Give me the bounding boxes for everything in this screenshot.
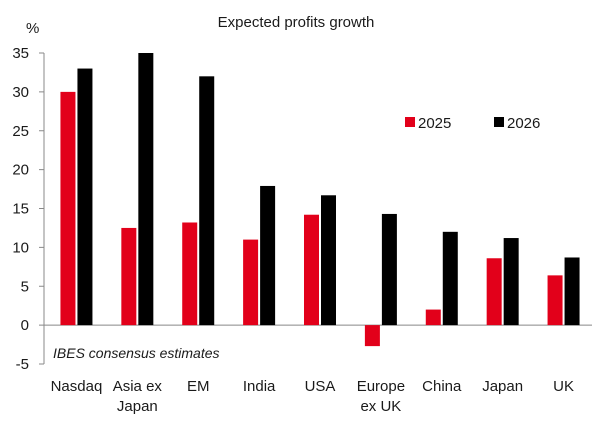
bar-2026-usa [321, 195, 336, 326]
y-tick-label: 30 [12, 84, 29, 101]
x-tick-label: UK [553, 378, 574, 395]
bar-2026-europe-ex-uk [381, 213, 397, 326]
x-tick-label: Nasdaq [51, 378, 103, 395]
bar-2026-india [260, 185, 276, 326]
bar-2025-em [182, 222, 198, 326]
bar-2025-uk [547, 275, 563, 326]
source-note: IBES consensus estimates [53, 345, 220, 361]
x-tick-label: India [243, 378, 276, 395]
x-tick-label: Asia ex [113, 378, 163, 395]
bar-2025-nasdaq [60, 91, 76, 326]
bars [60, 53, 580, 347]
y-tick-label: 20 [12, 162, 29, 179]
bar-2026-em [199, 76, 215, 326]
x-axis: Nasdaq Asia ex Japan EM India USA Europe ex UK C… [51, 378, 574, 415]
legend-swatch-2025 [405, 117, 415, 127]
x-tick-label: China [422, 378, 462, 395]
x-tick-label: ex UK [360, 398, 401, 415]
x-tick-label: Japan [482, 378, 523, 395]
x-tick-label: EM [187, 378, 210, 395]
bar-2026-asia-ex-japan [138, 53, 154, 326]
bar-2025-china [425, 309, 441, 326]
x-tick-label: Europe [357, 378, 405, 395]
y-tick-label: -5 [16, 356, 29, 373]
bar-2026-china [442, 231, 458, 326]
bar-2026-uk [564, 257, 580, 326]
bar-2025-india [243, 239, 259, 326]
legend-label-2026: 2026 [507, 115, 540, 132]
x-tick-label: USA [305, 378, 336, 395]
y-tick-label: 10 [12, 239, 29, 256]
legend-swatch-2026 [494, 117, 504, 127]
bar-2026-japan [503, 238, 519, 326]
bar-2025-europe-ex-uk [364, 325, 380, 347]
x-tick-label: Japan [117, 398, 158, 415]
y-tick-label: 0 [21, 317, 29, 334]
legend: 2025 2026 [405, 115, 540, 132]
y-tick-label: 35 [12, 45, 29, 62]
bar-2025-japan [486, 258, 502, 326]
bar-2025-usa [304, 214, 319, 326]
y-tick-label: 15 [12, 201, 29, 218]
y-axis-unit: % [26, 20, 39, 37]
bar-2025-asia-ex-japan [121, 227, 137, 326]
bar-2026-nasdaq [77, 68, 93, 326]
y-tick-label: 25 [12, 123, 29, 140]
y-axis: -5 0 5 10 15 20 25 30 35 [12, 45, 44, 373]
y-tick-label: 5 [21, 278, 29, 295]
legend-label-2025: 2025 [418, 115, 451, 132]
chart-title: Expected profits growth [218, 14, 375, 31]
